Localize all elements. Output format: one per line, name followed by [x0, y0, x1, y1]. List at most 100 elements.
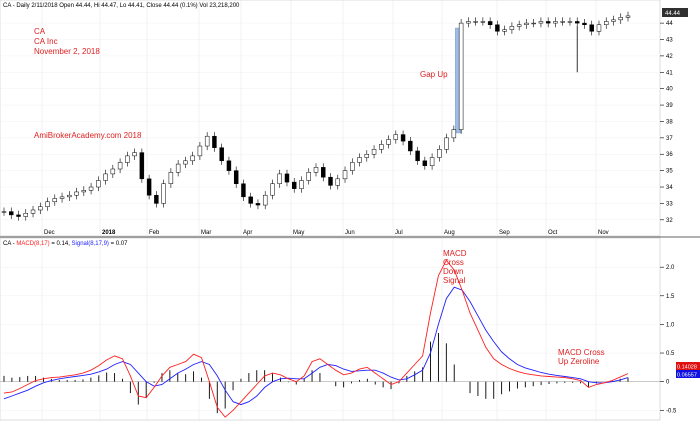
x-tick-label: Oct [548, 230, 558, 236]
macd-value-text: 0.14028 [677, 365, 697, 371]
price-header: CA - Daily 2/11/2018 Open 44.44, Hi 44.4… [3, 3, 240, 9]
price-candle [408, 140, 413, 152]
price-candle [582, 22, 587, 26]
price-candle [371, 149, 377, 155]
x-tick-label: May [293, 230, 304, 236]
price-candle [30, 209, 36, 214]
last-price-badge [662, 8, 688, 17]
price-candle [248, 196, 253, 204]
price-candle [618, 17, 623, 21]
price-candle [23, 212, 28, 217]
price-candle [393, 134, 399, 140]
price-candle [1, 211, 7, 213]
price-candle [233, 170, 239, 184]
price-y-label: 41 [666, 70, 673, 76]
price-candle [553, 21, 558, 24]
price-candle [545, 21, 551, 24]
x-tick-label: Nov [598, 230, 609, 236]
price-candle [386, 139, 391, 145]
price-candle [59, 196, 65, 199]
price-candle [190, 155, 195, 162]
price-candle [480, 21, 486, 23]
price-candle [255, 203, 261, 206]
note-company: CA Inc [34, 37, 58, 46]
x-tick-label: Jun [345, 230, 355, 236]
price-candle [364, 153, 370, 158]
macd-y-label: 1.5 [666, 294, 675, 300]
price-candle [67, 194, 72, 198]
price-y-label: 40 [666, 87, 673, 93]
cross-down-label-2: Cross [443, 258, 464, 267]
price-candle [625, 15, 631, 18]
macd-y-label: 1.0 [666, 322, 675, 328]
price-candle [219, 147, 224, 162]
price-y-label: 38 [666, 119, 673, 125]
price-panel-frame [0, 0, 661, 237]
price-y-label: 43 [666, 38, 673, 44]
price-candle [154, 194, 159, 204]
macd-value-badge [676, 362, 700, 370]
macd-header-macd-value: = 0.14, [50, 241, 72, 247]
price-candle [321, 167, 326, 178]
macd-header-signal-value: = 0.07 [109, 241, 128, 247]
macd-y-label: 0 [666, 380, 670, 386]
gap-up-label: Gap Up [420, 70, 448, 79]
price-candle [487, 21, 493, 26]
price-candle [277, 173, 282, 184]
price-candle [451, 129, 457, 139]
price-candle [502, 29, 507, 32]
price-candle [400, 134, 406, 142]
price-candle [342, 170, 348, 180]
price-candle [328, 176, 333, 186]
macd-panel-frame [0, 237, 661, 421]
price-candle [531, 22, 536, 25]
cross-up-label-1: MACD Cross [558, 348, 605, 357]
note-ticker: CA [34, 27, 46, 36]
macd-header-symbol: CA - [3, 241, 16, 247]
cross-down-label-1: MACD [443, 249, 467, 258]
cross-down-label-4: Signal [443, 276, 465, 285]
price-candle [379, 144, 384, 150]
price-candle [168, 172, 174, 184]
macd-header: CA - MACD(8,17) = 0.14, Signal(8,17,9) =… [3, 241, 128, 247]
price-candle [81, 190, 87, 193]
price-candle [509, 26, 515, 30]
x-tick-label: Jul [395, 230, 403, 236]
macd-y-label: -0.5 [666, 408, 677, 414]
x-tick-label: Aug [444, 230, 455, 236]
x-tick-label: Sep [499, 230, 510, 236]
macd-header-signal: Signal(8,17,9) [72, 241, 109, 247]
price-candle [16, 214, 21, 217]
watermark: AmiBrokerAcademy.com 2018 [34, 131, 142, 140]
price-y-label: 39 [666, 103, 673, 109]
price-candle [596, 24, 602, 32]
price-candle [604, 21, 609, 26]
x-tick-label: Apr [243, 230, 252, 236]
price-y-label: 35 [666, 169, 673, 175]
price-candle [175, 163, 181, 173]
price-candle [335, 178, 340, 186]
price-candle [422, 160, 428, 166]
price-candle [125, 155, 130, 163]
price-candle [96, 180, 101, 188]
note-date: November 2, 2018 [34, 47, 100, 56]
price-candle [299, 180, 304, 189]
price-candle [241, 183, 246, 198]
price-candle [473, 21, 478, 23]
price-candle [567, 21, 573, 23]
price-candle [117, 162, 123, 170]
price-y-label: 42 [666, 54, 673, 60]
price-candle [313, 167, 319, 173]
price-candle [306, 172, 311, 181]
price-candle [74, 191, 79, 196]
price-y-label: 36 [666, 152, 673, 158]
x-tick-label: Feb [149, 230, 160, 236]
x-tick-label: Mar [201, 230, 211, 236]
signal-value-badge [676, 370, 700, 378]
macd-y-label: 2.0 [666, 265, 675, 271]
price-candle [88, 186, 94, 191]
price-candle [350, 162, 355, 171]
price-candle [146, 178, 152, 196]
price-candle [437, 149, 442, 158]
